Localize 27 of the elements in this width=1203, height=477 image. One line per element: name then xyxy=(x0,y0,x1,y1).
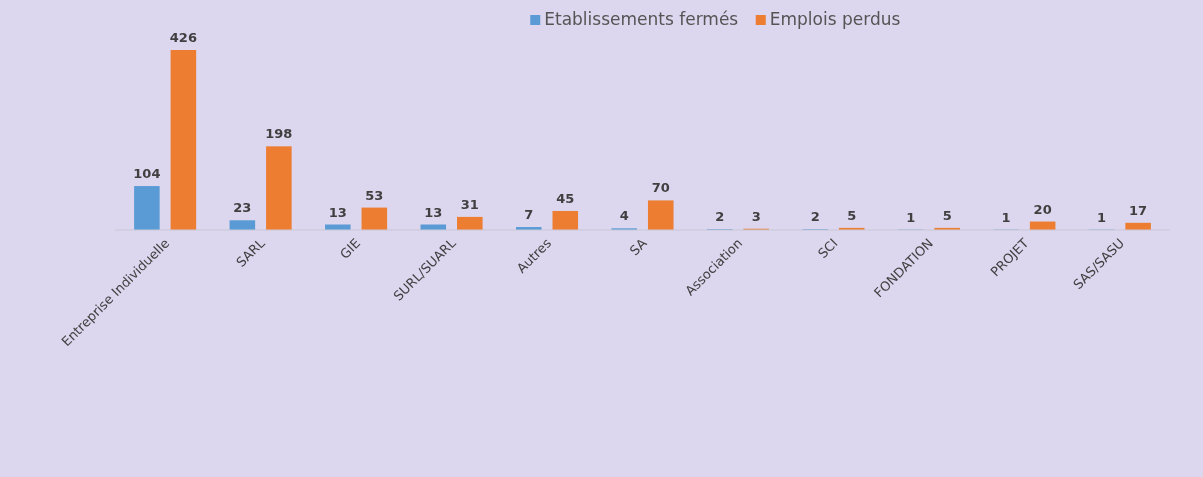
data-label: 1 xyxy=(906,209,916,225)
data-label: 7 xyxy=(524,207,534,223)
data-label: 45 xyxy=(556,190,575,206)
data-label: 4 xyxy=(619,208,629,224)
data-label: 3 xyxy=(751,208,761,224)
data-label: 23 xyxy=(233,200,252,216)
x-tick-label: GIE xyxy=(336,235,364,262)
data-label: 13 xyxy=(328,204,347,220)
data-label: 2 xyxy=(715,209,725,225)
data-label: 104 xyxy=(133,166,161,182)
data-label: 31 xyxy=(460,196,479,212)
legend-label: Emplois perdus xyxy=(769,9,901,29)
data-label: 17 xyxy=(1129,202,1148,218)
data-label: 426 xyxy=(169,30,197,45)
data-label: 70 xyxy=(651,180,670,196)
data-label: 53 xyxy=(365,187,384,203)
data-label: 1 xyxy=(1001,209,1011,225)
data-label: 5 xyxy=(847,207,857,223)
data-label: 198 xyxy=(265,126,293,142)
legend-label: Etablissements fermés xyxy=(544,9,739,29)
data-label: 20 xyxy=(1033,201,1052,217)
data-label: 5 xyxy=(942,207,952,223)
x-tick-label: SA xyxy=(626,235,650,259)
data-label: 1 xyxy=(1097,209,1107,225)
data-label: 2 xyxy=(810,209,820,225)
data-label: 13 xyxy=(424,204,443,220)
x-tick-label: SCI xyxy=(814,235,841,262)
